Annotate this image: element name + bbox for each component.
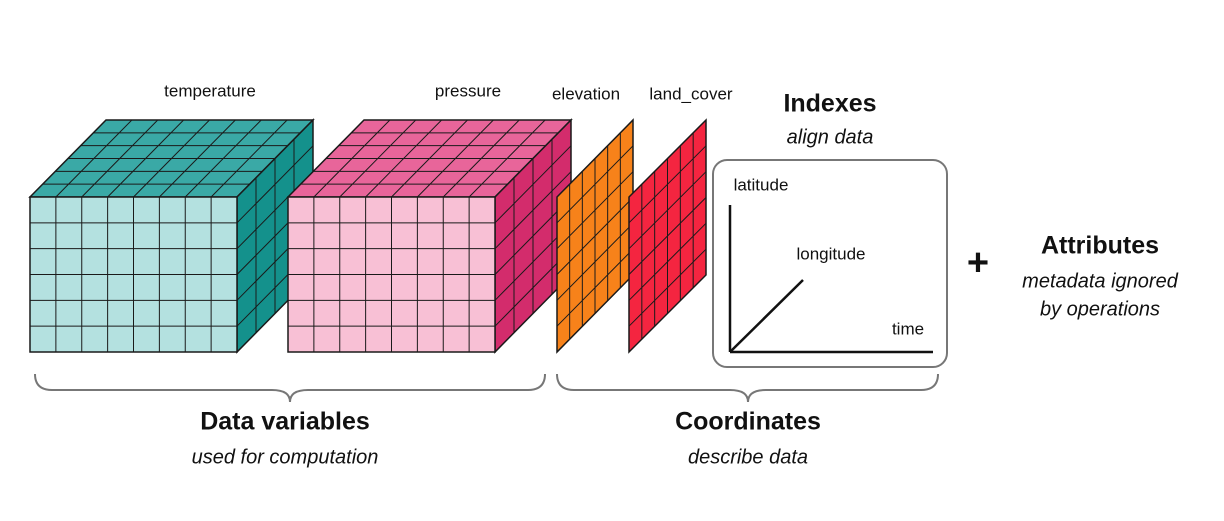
text: by operations bbox=[1040, 298, 1160, 320]
plus: + bbox=[967, 242, 989, 284]
group-title: Data variables bbox=[200, 408, 370, 436]
label: elevation bbox=[552, 84, 620, 103]
title: Attributes bbox=[1041, 232, 1159, 260]
axis bbox=[729, 279, 804, 353]
grid-face bbox=[494, 139, 572, 333]
index-box bbox=[712, 159, 948, 368]
axis-label: time bbox=[892, 319, 924, 338]
grid-face bbox=[30, 197, 237, 352]
grid-face bbox=[42, 119, 301, 198]
axis-label: latitude bbox=[734, 175, 789, 194]
subtitle: align data bbox=[787, 126, 874, 148]
grid-face bbox=[628, 132, 707, 340]
group-subtitle: describe data bbox=[688, 446, 808, 468]
text: metadata ignored bbox=[1022, 270, 1179, 292]
grid-face bbox=[288, 197, 495, 352]
grid-face bbox=[300, 119, 559, 198]
label: pressure bbox=[435, 81, 501, 100]
grid-face bbox=[556, 132, 634, 340]
label: land_cover bbox=[649, 84, 733, 103]
group-subtitle: used for computation bbox=[192, 446, 379, 468]
axis-label: longitude bbox=[796, 244, 865, 263]
brace bbox=[34, 373, 546, 403]
group-title: Coordinates bbox=[675, 408, 821, 436]
brace bbox=[556, 373, 939, 403]
shapes bbox=[28, 118, 707, 354]
label: temperature bbox=[164, 81, 256, 100]
title: Indexes bbox=[783, 90, 876, 118]
